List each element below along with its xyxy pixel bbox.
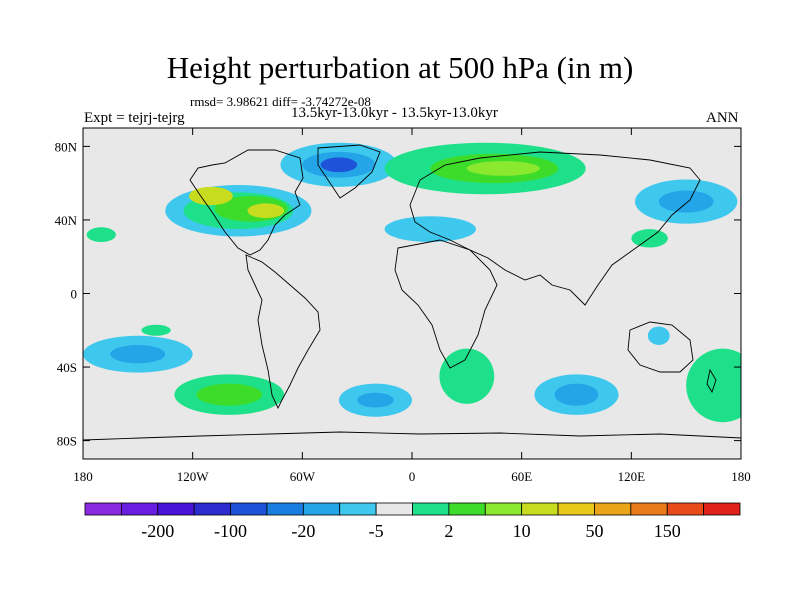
lon-tick-label: 120E: [618, 469, 646, 484]
anomaly-region-25: [86, 227, 116, 243]
rmsd-diff-label: rmsd= 3.98621 diff= -3.74272e-08: [190, 94, 371, 109]
colorbar: -200 -100 -20 -5 2 10 50 150: [84, 502, 741, 541]
lon-tick-label: 180: [73, 469, 93, 484]
anomaly-region-7: [320, 157, 358, 173]
experiment-label: Expt = tejrj-tejrg: [84, 110, 185, 126]
colorbar-swatch: [521, 502, 559, 516]
lat-tick-label: 80N: [55, 139, 78, 154]
anomaly-region-23: [686, 348, 741, 423]
colorbar-swatch: [157, 502, 195, 516]
lon-tick-label: 60E: [511, 469, 532, 484]
longitude-ticks: 180 120W 60W 0 60E 120E 180: [73, 128, 751, 484]
colorbar-swatch: [302, 502, 341, 516]
colorbar-swatch: [193, 502, 231, 516]
colorbar-label: 50: [585, 521, 603, 541]
anomaly-region-3: [247, 203, 285, 219]
colorbar-label: -200: [141, 521, 174, 541]
colorbar-swatch: [84, 502, 122, 516]
anomaly-region-4: [189, 186, 233, 206]
colorbar-swatch: [630, 502, 668, 516]
colorbar-label: 150: [654, 521, 681, 541]
plot-title: Height perturbation at 500 hPa (in m): [166, 50, 634, 85]
anomaly-region-15: [110, 344, 166, 364]
colorbar-swatch: [120, 502, 159, 516]
anomaly-contours: [83, 142, 741, 423]
colorbar-swatch: [484, 502, 523, 516]
anomaly-region-13: [384, 216, 476, 243]
coastlines: [83, 144, 741, 441]
period-label: 13.5kyr-13.0kyr - 13.5kyr-13.0kyr: [291, 105, 498, 121]
colorbar-swatch: [557, 502, 595, 516]
anomaly-region-10: [466, 161, 540, 176]
anomaly-region-19: [357, 392, 394, 408]
colorbar-label: -20: [291, 521, 315, 541]
lat-tick-label: 40S: [57, 360, 77, 375]
lat-tick-label: 40N: [55, 213, 78, 228]
lat-tick-label: 0: [71, 287, 78, 302]
colorbar-swatch: [339, 502, 377, 516]
colorbar-swatch: [412, 502, 450, 516]
anomaly-region-22: [439, 348, 495, 404]
colorbar-label: -5: [369, 521, 384, 541]
colorbar-label: 10: [513, 521, 531, 541]
season-label: ANN: [706, 110, 739, 126]
colorbar-swatch: [594, 502, 632, 516]
colorbar-label: -100: [214, 521, 247, 541]
colorbar-label: 2: [444, 521, 453, 541]
anomaly-region-21: [554, 383, 599, 406]
latitude-ticks: 80N 40N 0 40S 80S: [55, 139, 741, 449]
colorbar-swatch: [375, 502, 413, 516]
lon-tick-label: 60W: [290, 469, 316, 484]
colorbar-swatch: [230, 502, 268, 516]
anomaly-region-24: [647, 326, 670, 345]
anomaly-region-12: [658, 190, 714, 213]
colorbar-swatch: [448, 502, 486, 516]
lon-tick-label: 0: [409, 469, 416, 484]
anomaly-region-27: [141, 324, 171, 336]
lat-tick-label: 80S: [57, 434, 77, 449]
anomaly-region-17: [196, 383, 263, 406]
lon-tick-label: 180: [731, 469, 751, 484]
colorbar-swatch: [266, 502, 304, 516]
colorbar-swatch: [703, 502, 741, 516]
colorbar-swatch: [666, 502, 705, 516]
lon-tick-label: 120W: [177, 469, 210, 484]
